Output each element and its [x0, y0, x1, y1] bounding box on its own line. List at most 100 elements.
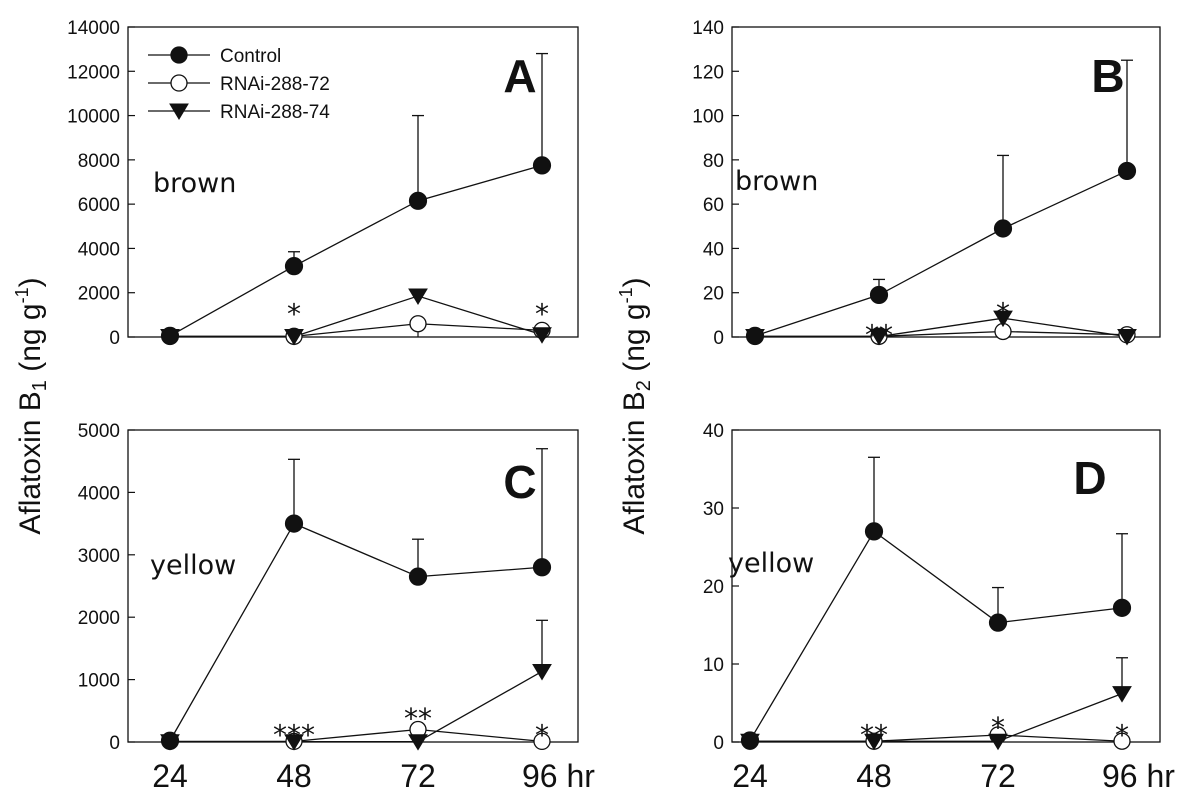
panel-b-ytick-label: 60 — [703, 195, 724, 216]
legend-label-rnai-72: RNAi-288-72 — [220, 74, 330, 95]
panel-a-series-line-1 — [169, 164, 543, 337]
y-axis-label-b2-unit: (ng g — [618, 303, 651, 380]
panel-a-ytick-label: 12000 — [67, 62, 120, 83]
panel-b-series-line-1 — [754, 170, 1128, 337]
panel-c-ytick-label: 0 — [109, 733, 120, 754]
panel-c-xtick-label: 48 — [276, 758, 312, 794]
panel-d-note: yellow — [728, 548, 814, 579]
panel-d-point-rnai-74 — [988, 733, 1008, 751]
y-axis-label-b2: Aflatoxin B2 (ng g-1) — [616, 277, 655, 534]
panel-a-ytick-label: 14000 — [67, 18, 120, 39]
panel-c-point-rnai-74 — [408, 734, 428, 751]
panel-d-ytick-label: 10 — [703, 655, 724, 676]
panel-a-significance-mark: * — [535, 298, 549, 331]
panel-a-point-rnai-74 — [284, 329, 304, 346]
panel-d-point-rnai-72 — [1113, 732, 1131, 750]
panel-c-xtick-label: 24 — [152, 758, 188, 794]
panel-a-series-line-3 — [170, 295, 543, 338]
panel-c-series-line-3 — [170, 670, 543, 743]
panel-b-ytick-label: 0 — [713, 328, 724, 349]
panel-d-point-control — [1112, 598, 1132, 617]
panel-b-point-control — [869, 285, 889, 305]
panel-c-point-rnai-72 — [533, 732, 551, 751]
panel-c-point-control — [284, 514, 304, 533]
panel-d-ytick-label: 30 — [703, 499, 724, 520]
panel-a-point-rnai-74 — [408, 288, 428, 306]
legend: Control RNAi-288-72 RNAi-288-74 — [148, 46, 330, 123]
panel-a-letter: A — [503, 50, 536, 102]
panel-b-ytick-label: 80 — [703, 151, 724, 172]
panel-d-series-line-3 — [750, 693, 1123, 742]
panel-d-significance-mark: ** — [860, 719, 888, 752]
legend-marker-rnai-72 — [170, 74, 188, 92]
panel-b-point-control — [993, 219, 1013, 238]
panel-a-point-rnai-72 — [409, 315, 427, 333]
panel-b-ytick-label: 140 — [692, 18, 724, 39]
y-axis-label-b1-unit: (ng g — [14, 303, 47, 380]
panel-a-series-line-2 — [170, 323, 543, 337]
y-axis-label-b2-sub: 2 — [633, 380, 655, 391]
panel-c-letter: C — [503, 456, 536, 508]
panel-b-frame — [731, 26, 1161, 338]
panel-d-significance-mark: * — [991, 711, 1005, 744]
panel-d-xtick-label: 48 — [856, 758, 892, 794]
panel-b-series-line-2 — [755, 330, 1128, 337]
panel-d-xtick-label: 72 — [980, 758, 1016, 794]
panel-b-point-rnai-74 — [993, 310, 1013, 328]
y-axis-label-b1-sub: 1 — [29, 380, 51, 391]
panel-c-ytick-label: 4000 — [78, 483, 120, 504]
panel-d-significance-mark: * — [1115, 719, 1129, 752]
panel-c-point-control — [532, 558, 552, 577]
legend-label-rnai-74: RNAi-288-74 — [220, 102, 330, 123]
panel-b-ytick-label: 40 — [703, 239, 724, 260]
panel-a-point-control — [160, 326, 180, 345]
panel-d-point-rnai-74 — [1112, 686, 1132, 703]
panel-b-ytick-label: 100 — [692, 107, 724, 128]
y-axis-label-b2-main: Aflatoxin B — [618, 391, 651, 534]
panel-d-letter: D — [1073, 452, 1106, 504]
panel-a-ytick-label: 4000 — [78, 239, 120, 260]
panel-c-ytick-label: 2000 — [78, 608, 120, 629]
y-axis-label-b2-close: ) — [618, 277, 651, 287]
panel-a-point-control — [284, 257, 304, 276]
panel-a-ytick-label: 2000 — [78, 284, 120, 305]
panel-b-significance-mark: ** — [865, 319, 893, 352]
panel-b-point-rnai-74 — [1117, 329, 1137, 346]
panel-c-point-control — [160, 731, 180, 750]
panel-b-point-control — [1117, 161, 1137, 181]
panel-a-point-rnai-74 — [532, 327, 552, 344]
panel-a-ytick-label: 8000 — [78, 151, 120, 172]
panel-a-point-control — [532, 156, 552, 175]
panel-c-point-rnai-74 — [532, 663, 552, 681]
panel-a-ytick-label: 6000 — [78, 195, 120, 216]
panel-c-ytick-label: 1000 — [78, 671, 120, 692]
panel-d-point-control — [988, 613, 1008, 632]
panel-b-series-line-3 — [755, 317, 1128, 338]
panel-d-ytick-label: 40 — [703, 421, 724, 442]
panel-d-point-control — [864, 522, 884, 541]
panel-b-point-rnai-74 — [869, 329, 889, 346]
panel-d-series-line-1 — [749, 530, 1123, 741]
panel-b-letter: B — [1091, 50, 1124, 102]
panel-d-series-line-2 — [750, 734, 1123, 742]
y-axis-label-b1: Aflatoxin B1 (ng g-1) — [12, 277, 51, 534]
panel-c-significance-mark: *** — [273, 719, 315, 752]
panel-c-series-line-2 — [170, 728, 543, 743]
y-axis-label-b1-main: Aflatoxin B — [14, 391, 47, 534]
panel-a-significance-mark: * — [287, 298, 301, 331]
panel-a-point-control — [408, 191, 428, 210]
panel-c-ytick-label: 3000 — [78, 546, 120, 567]
panel-c-ytick-label: 5000 — [78, 421, 120, 442]
panel-c-point-rnai-74 — [284, 734, 304, 751]
legend-marker-control — [170, 46, 188, 64]
panel-d-ytick-label: 0 — [713, 733, 724, 754]
panel-d-point-rnai-74 — [864, 733, 884, 751]
panel-a-frame — [127, 26, 579, 338]
panel-d-xtick-label: 24 — [732, 758, 768, 794]
